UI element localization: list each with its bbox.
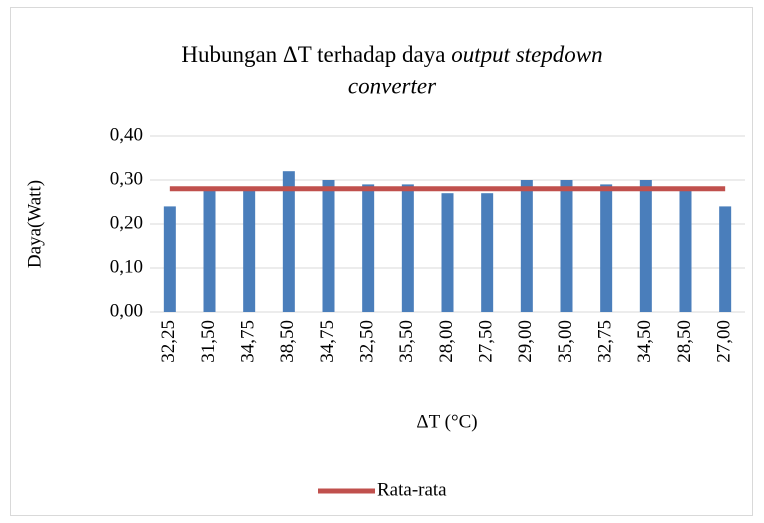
bar (600, 184, 613, 312)
bar (520, 180, 533, 312)
bar (203, 188, 216, 312)
x-tick-label: 27,00 (714, 320, 735, 363)
y-tick-label: 0,20 (110, 212, 143, 233)
x-tick-label: 32,75 (595, 320, 616, 363)
y-tick-label: 0,30 (110, 168, 143, 189)
bar (401, 184, 414, 312)
chart-title: Hubungan ΔT terhadap daya output stepdow… (181, 42, 602, 67)
bar (679, 188, 692, 312)
x-tick-label: 35,50 (396, 320, 417, 363)
x-tick-label: 29,00 (515, 320, 536, 363)
bar (639, 180, 652, 312)
x-tick-label: 32,25 (158, 320, 179, 363)
x-axis-label: ΔT (°C) (416, 411, 477, 432)
x-tick-label: 27,50 (476, 320, 497, 363)
title-part: Hubungan ΔT terhadap daya (181, 42, 445, 67)
y-tick-label: 0,00 (110, 300, 143, 321)
bar (362, 184, 375, 312)
y-tick-label: 0,40 (110, 124, 143, 145)
bar (322, 180, 335, 312)
bar (719, 206, 732, 312)
y-tick-label: 0,10 (110, 256, 143, 277)
chart-frame (10, 7, 753, 516)
x-tick-label: 38,50 (277, 320, 298, 363)
title-part: output stepdown (451, 42, 602, 67)
x-tick-label: 28,50 (674, 320, 695, 363)
bar (560, 180, 573, 312)
bar (481, 193, 494, 312)
x-tick-label: 31,50 (198, 320, 219, 363)
bar (282, 171, 295, 312)
x-tick-label: 35,00 (555, 320, 576, 363)
x-tick-label: 32,50 (357, 320, 378, 363)
bar (243, 188, 256, 312)
x-tick-label: 34,75 (317, 320, 338, 363)
y-axis-label: Daya(Watt) (24, 180, 45, 268)
bar (441, 193, 454, 312)
x-tick-label: 34,50 (634, 320, 655, 363)
legend-label: Rata-rata (377, 479, 447, 500)
x-tick-label: 34,75 (238, 320, 259, 363)
bar (163, 206, 176, 312)
chart-title: converter (348, 73, 437, 98)
x-tick-label: 28,00 (436, 320, 457, 363)
